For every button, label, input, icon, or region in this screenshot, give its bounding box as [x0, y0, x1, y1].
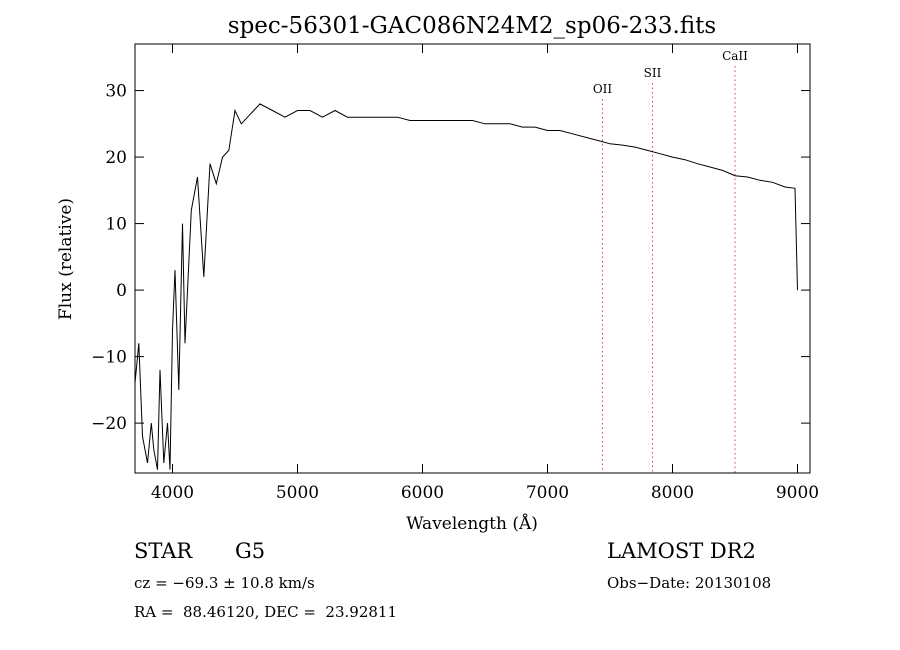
- sky-coordinates: RA = 88.46120, DEC = 23.92811: [134, 603, 398, 621]
- y-axis-label: Flux (relative): [56, 198, 76, 320]
- y-tick-label: −10: [91, 348, 127, 368]
- chart-title: spec-56301-GAC086N24M2_sp06-233.fits: [228, 13, 716, 39]
- line-marker-label: CaII: [722, 49, 748, 63]
- x-tick-label: 9000: [776, 483, 819, 503]
- y-tick-label: 20: [105, 148, 127, 168]
- spectrum-plot: spec-56301-GAC086N24M2_sp06-233.fits OII…: [56, 13, 819, 534]
- survey-name: LAMOST DR2: [607, 539, 756, 563]
- x-tick-label: 5000: [276, 483, 319, 503]
- object-class: STAR: [134, 539, 193, 563]
- line-marker-label: SII: [644, 66, 662, 80]
- x-axis-label: Wavelength (Å): [406, 513, 538, 534]
- line-marker-label: OII: [593, 82, 613, 96]
- x-tick-label: 7000: [526, 483, 569, 503]
- y-tick-label: 0: [116, 281, 127, 301]
- y-tick-label: −20: [91, 414, 127, 434]
- y-tick-label: 10: [105, 215, 127, 235]
- x-tick-label: 6000: [401, 483, 444, 503]
- spectrum-line: [134, 103, 798, 470]
- y-tick-label: 30: [105, 82, 127, 102]
- object-subclass: G5: [235, 539, 266, 563]
- x-tick-label: 4000: [151, 483, 194, 503]
- redshift-velocity: cz = −69.3 ± 10.8 km/s: [134, 574, 315, 592]
- plot-frame: [134, 43, 811, 474]
- x-tick-label: 8000: [651, 483, 694, 503]
- observation-date: Obs−Date: 20130108: [607, 574, 772, 592]
